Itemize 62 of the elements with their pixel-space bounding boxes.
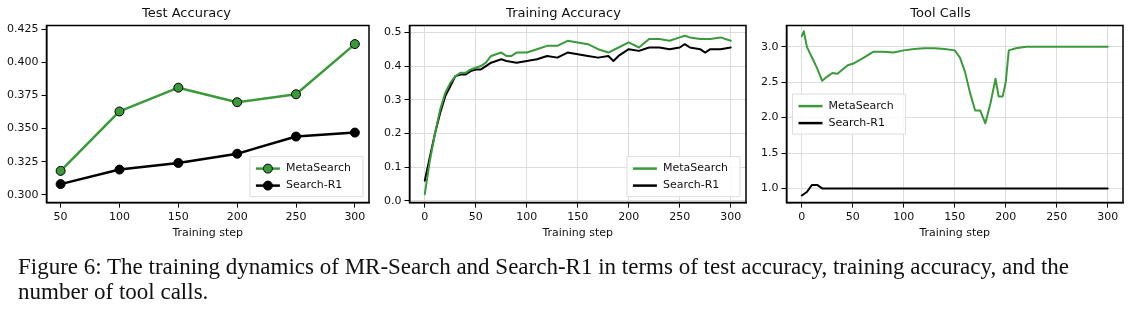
y-tick-label: 1.5: [760, 145, 779, 159]
point: [291, 89, 302, 100]
x-tick-label: 250: [285, 210, 307, 224]
x-tick-label: 100: [108, 210, 130, 224]
point: [173, 82, 184, 93]
x-tick-label: 150: [167, 210, 189, 224]
point: [55, 179, 66, 190]
point: [114, 106, 125, 117]
x-tick-label: 50: [845, 210, 860, 224]
y-tick-label: 0.325: [6, 154, 39, 168]
y-tick-label: 3.0: [760, 39, 779, 53]
x-tick-label: 150: [944, 210, 966, 224]
x-tick-label: 300: [720, 210, 742, 224]
x-tick-label: 150: [567, 210, 589, 224]
x-tick-label: 200: [995, 210, 1017, 224]
x-axis-title: Training step: [171, 226, 244, 240]
point: [55, 165, 66, 176]
x-tick-label: 200: [226, 210, 248, 224]
y-tick-label: 2.5: [760, 75, 779, 89]
x-axis-title: Training step: [918, 226, 991, 240]
y-tick-label: 0.4: [383, 58, 402, 72]
point: [173, 157, 184, 168]
chart-title: Training Accuracy: [505, 5, 622, 21]
x-tick-label: 300: [344, 210, 366, 224]
y-tick-label: 0.300: [6, 187, 39, 201]
y-tick-label: 0.3: [383, 92, 402, 106]
x-tick-label: 200: [618, 210, 640, 224]
x-tick-label: 50: [53, 210, 68, 224]
legend-label: Search-R1: [285, 178, 343, 192]
legend-label: Search-R1: [662, 178, 720, 192]
y-tick-label: 0.400: [6, 55, 39, 69]
y-tick-label: 0.5: [383, 25, 402, 39]
chart-title: Tool Calls: [909, 5, 971, 21]
point: [114, 164, 125, 175]
legend-label: Search-R1: [828, 115, 885, 129]
y-tick-label: 0.375: [6, 88, 39, 102]
caption: Figure 6: The training dynamics of MR-Search and Search-R1 in terms of test accuracy, training accuracy, and the number of tool calls.: [18, 254, 1071, 304]
y-tick-label: 0.425: [6, 22, 39, 36]
y-tick-label: 0.0: [383, 193, 402, 207]
point: [349, 127, 360, 138]
x-tick-label: 100: [516, 210, 538, 224]
y-tick-label: 0.2: [383, 126, 402, 140]
x-axis-title: Training step: [541, 226, 614, 240]
x-tick-label: 0: [421, 210, 429, 224]
point: [232, 97, 243, 108]
y-tick-label: 0.350: [6, 121, 39, 135]
point: [232, 148, 243, 159]
legend-label: MetaSearch: [828, 98, 894, 112]
x-tick-label: 50: [468, 210, 483, 224]
x-tick-label: 0: [798, 210, 806, 224]
point: [291, 131, 302, 142]
x-tick-label: 300: [1097, 210, 1119, 224]
y-tick-label: 2.0: [760, 110, 779, 124]
x-tick-label: 100: [893, 210, 915, 224]
x-tick-label: 250: [1046, 210, 1068, 224]
legend-label: MetaSearch: [662, 161, 729, 175]
y-tick-label: 0.1: [383, 160, 402, 174]
legend-label: MetaSearch: [285, 161, 352, 175]
chart-title: Test Accuracy: [140, 5, 232, 21]
point: [349, 39, 360, 50]
y-tick-label: 1.0: [760, 181, 779, 195]
x-tick-label: 250: [669, 210, 691, 224]
